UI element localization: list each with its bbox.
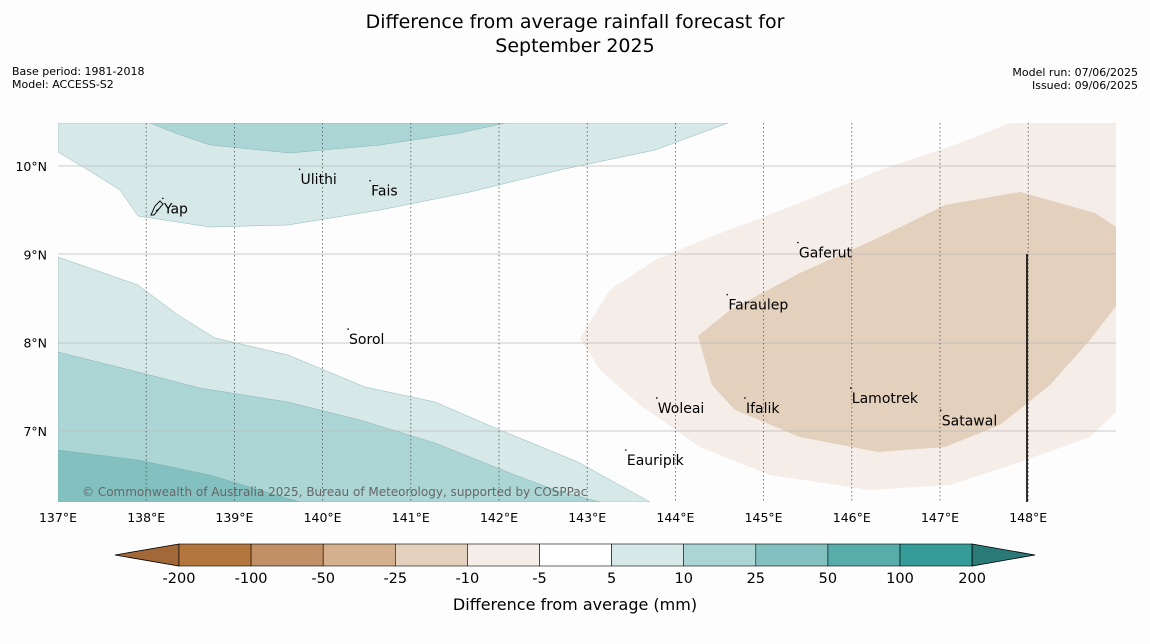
place-label: Eauripik (627, 453, 685, 469)
colorbar-tick-label: 50 (819, 571, 837, 587)
colorbar-min-extend (114, 543, 180, 567)
x-tick-label: 145°E (745, 510, 783, 525)
x-tick-label: 138°E (127, 510, 165, 525)
latitude-tick-labels: 10°N 9°N 8°N 7°N (15, 159, 47, 439)
colorbar-segment (467, 543, 540, 567)
colorbar: -200 -100 -50 -25 -10 -5 5 10 25 50 100 200 (114, 543, 1036, 587)
place-dot (162, 197, 164, 200)
place-label: Fais (371, 184, 398, 200)
contour-dry-10 (698, 192, 1116, 452)
contour-wet-25-south (58, 351, 601, 502)
place-label: Ulithi (301, 172, 337, 188)
x-tick-label: 148°E (1009, 510, 1047, 525)
yap-island (150, 200, 164, 216)
colorbar-tick-label: -25 (383, 571, 407, 587)
model-run: Model run: 07/06/2025 (1012, 66, 1138, 79)
colorbar-segment (178, 543, 252, 567)
colorbar-tick-label: 10 (674, 571, 692, 587)
place-label: Ifalik (746, 401, 780, 417)
place-dot (744, 397, 746, 399)
y-tick-label: 7°N (23, 424, 47, 439)
colorbar-segment (611, 543, 684, 567)
colorbar-tick-label: -5 (532, 571, 546, 587)
colorbar-segment (394, 543, 468, 567)
meta-right: Model run: 07/06/2025 Issued: 09/06/2025 (1012, 66, 1138, 92)
x-tick-label: 146°E (833, 510, 871, 525)
place-label: Satawal (942, 413, 997, 429)
place-label: Gaferut (799, 246, 853, 262)
place-label: Yap (163, 201, 188, 217)
colorbar-segment (539, 543, 612, 567)
colorbar-segment (755, 543, 829, 567)
place-label: Woleai (658, 401, 705, 417)
x-tick-label: 141°E (392, 510, 430, 525)
place-label: Sorol (349, 332, 384, 348)
x-tick-label: 143°E (568, 510, 606, 525)
colorbar-max-extend (971, 543, 1036, 567)
place-dot (850, 387, 852, 390)
place-label: Faraulep (728, 298, 788, 314)
colorbar-tick-label: -200 (163, 571, 196, 587)
issued-date: Issued: 09/06/2025 (1031, 79, 1138, 92)
colorbar-segment (899, 543, 973, 567)
x-tick-label: 144°E (656, 510, 694, 525)
y-tick-label: 9°N (23, 247, 47, 262)
x-tick-label: 139°E (215, 510, 253, 525)
colorbar-tick-label: 200 (958, 571, 986, 587)
place-dot (797, 241, 799, 244)
contour-layer (58, 123, 1116, 502)
colorbar-segment (683, 543, 757, 567)
longitude-gridlines (145, 123, 1029, 502)
colorbar-segment (250, 543, 324, 567)
colorbar-tick-label: 100 (886, 571, 914, 587)
colorbar-label: Difference from average (mm) (453, 595, 697, 614)
colorbar-tick-label: 25 (747, 571, 765, 587)
title-line-2: September 2025 (495, 35, 655, 57)
colorbar-tick-label: 5 (607, 571, 616, 587)
colorbar-tick-label: -10 (456, 571, 480, 587)
base-period: Base period: 1981-2018 (12, 65, 145, 78)
y-tick-label: 8°N (23, 336, 47, 351)
model-name: Model: ACCESS-S2 (12, 78, 114, 91)
longitude-tick-labels: 137°E 138°E 139°E 140°E 141°E 142°E 143°E 144°E… (39, 510, 1047, 525)
contour-wet-50-south (58, 449, 301, 502)
contour-wet-10-north (58, 123, 729, 228)
place-label: Lamotrek (852, 391, 919, 407)
place-labels: Ulithi Fais Yap Gaferut Faraulep Sorol Lamotre… (162, 168, 997, 469)
place-dot (369, 179, 371, 182)
contour-wet-25-north (149, 123, 506, 154)
colorbar-tick-label: -50 (311, 571, 335, 587)
place-dot (655, 397, 658, 399)
y-tick-label: 10°N (15, 159, 47, 174)
x-tick-label: 140°E (304, 510, 342, 525)
colorbar-tick-label: -100 (235, 571, 268, 587)
copyright-notice: © Commonwealth of Australia 2025, Bureau… (82, 485, 587, 499)
place-dot (347, 328, 349, 330)
x-tick-label: 142°E (480, 510, 518, 525)
chart-title: Difference from average rainfall forecas… (0, 10, 1150, 58)
colorbar-segment (322, 543, 396, 567)
title-line-1: Difference from average rainfall forecas… (365, 11, 785, 33)
place-dot (939, 409, 942, 412)
colorbar-segment (827, 543, 901, 567)
x-tick-label: 137°E (39, 510, 77, 525)
place-dot (625, 449, 627, 451)
x-tick-label: 147°E (921, 510, 959, 525)
meta-left: Base period: 1981-2018 Model: ACCESS-S2 (12, 65, 144, 91)
place-dot (726, 293, 729, 296)
place-dot (298, 168, 301, 171)
